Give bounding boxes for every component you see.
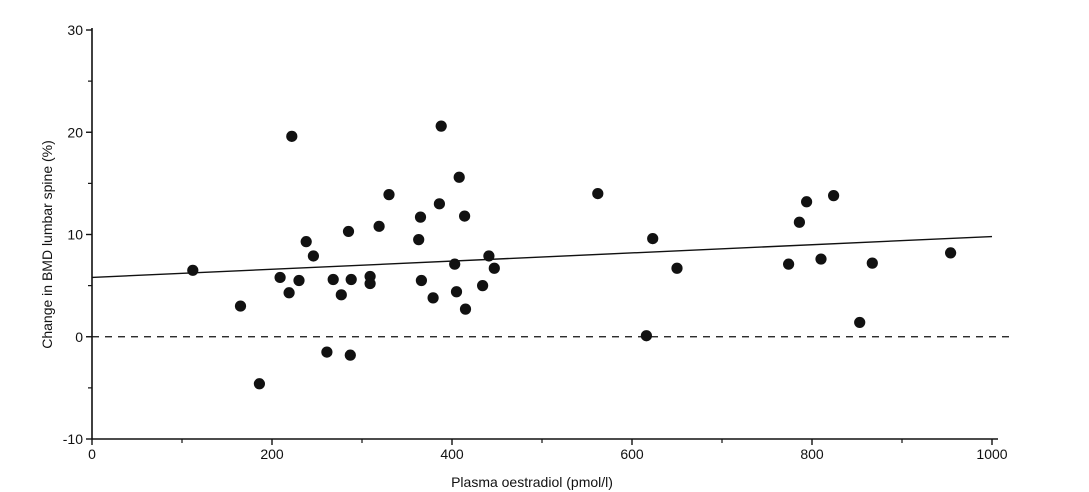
data-point: [283, 287, 295, 299]
x-tick-label: 200: [260, 446, 284, 462]
data-point: [293, 274, 305, 287]
data-point: [373, 220, 385, 232]
data-point: [866, 257, 878, 269]
data-point: [450, 286, 463, 298]
x-tick-label: 800: [800, 446, 824, 462]
y-tick-label: 20: [67, 124, 83, 140]
x-tick-label: 600: [620, 446, 644, 462]
data-point: [477, 280, 489, 292]
data-point: [321, 346, 333, 358]
data-point: [253, 378, 265, 390]
y-tick-label: 30: [67, 22, 83, 38]
data-point: [945, 247, 957, 259]
data-point: [335, 289, 347, 301]
data-point: [286, 130, 298, 142]
data-point: [488, 262, 500, 274]
x-tick-label: 0: [88, 446, 96, 462]
data-point: [671, 262, 683, 274]
data-point: [435, 120, 447, 132]
data-point: [783, 258, 795, 270]
data-point: [459, 210, 471, 222]
data-point: [640, 330, 653, 342]
data-point: [647, 232, 659, 245]
data-point: [234, 300, 247, 312]
data-point: [414, 211, 427, 223]
data-point: [345, 273, 357, 286]
y-axis-label: Change in BMD lumbar spine (%): [39, 140, 55, 349]
data-point: [483, 250, 495, 262]
regression-line: [91, 235, 993, 279]
x-tick-label: 400: [440, 446, 464, 462]
y-tick-label: 10: [67, 227, 83, 243]
data-point: [364, 277, 376, 290]
data-point: [449, 258, 461, 270]
axes-layer: -10 0 10 20 30 0 200 400 600 800 1000: [63, 22, 1008, 462]
data-point: [344, 349, 356, 361]
data-point: [459, 303, 472, 315]
data-point: [327, 273, 339, 286]
data-point: [415, 274, 427, 287]
y-tick-label: -10: [63, 431, 83, 447]
data-point: [854, 316, 866, 329]
data-point: [801, 196, 813, 208]
data-point: [274, 271, 286, 284]
x-tick-label: 1000: [976, 446, 1007, 462]
data-point: [592, 188, 604, 200]
data-point: [433, 198, 445, 210]
data-point: [413, 234, 425, 246]
data-point: [307, 250, 319, 262]
data-point: [815, 253, 827, 265]
data-point: [342, 225, 355, 238]
data-point: [828, 190, 840, 202]
data-point: [453, 171, 465, 183]
y-tick-label: 0: [75, 329, 83, 345]
data-point: [187, 264, 199, 276]
data-point: [300, 236, 312, 248]
data-point: [793, 216, 806, 228]
data-point: [427, 292, 439, 304]
data-point: [383, 189, 395, 201]
x-axis-label: Plasma oestradiol (pmol/l): [451, 474, 613, 490]
marks-layer: [91, 120, 1012, 390]
